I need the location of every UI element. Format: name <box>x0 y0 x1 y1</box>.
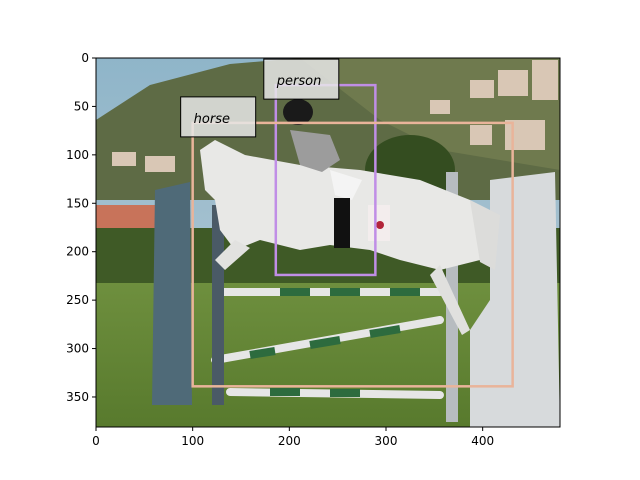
detection-overlays: person horse <box>180 58 514 388</box>
y-tick-label: 350 <box>66 390 89 404</box>
horse-bounding-box <box>191 121 514 388</box>
horse-label-box <box>180 96 257 138</box>
y-tick-label: 0 <box>81 51 89 65</box>
horse-label: horse <box>194 112 230 127</box>
y-tick-label: 50 <box>74 99 89 113</box>
person-label: person <box>276 74 322 89</box>
person-label-box <box>263 58 340 100</box>
x-tick-label: 400 <box>471 434 494 448</box>
x-axis: 0 100 200 300 400 <box>92 427 494 448</box>
y-tick-label: 100 <box>66 148 89 162</box>
photo-image <box>96 58 560 427</box>
x-tick-label: 200 <box>278 434 301 448</box>
x-tick-label: 0 <box>92 434 100 448</box>
y-tick-label: 150 <box>66 196 89 210</box>
y-axis: 0 50 100 150 200 250 300 350 <box>66 51 96 404</box>
y-tick-label: 250 <box>66 293 89 307</box>
x-tick-label: 100 <box>181 434 204 448</box>
y-tick-label: 300 <box>66 342 89 356</box>
y-tick-label: 200 <box>66 245 89 259</box>
x-tick-label: 300 <box>375 434 398 448</box>
plot-frame <box>95 57 561 428</box>
